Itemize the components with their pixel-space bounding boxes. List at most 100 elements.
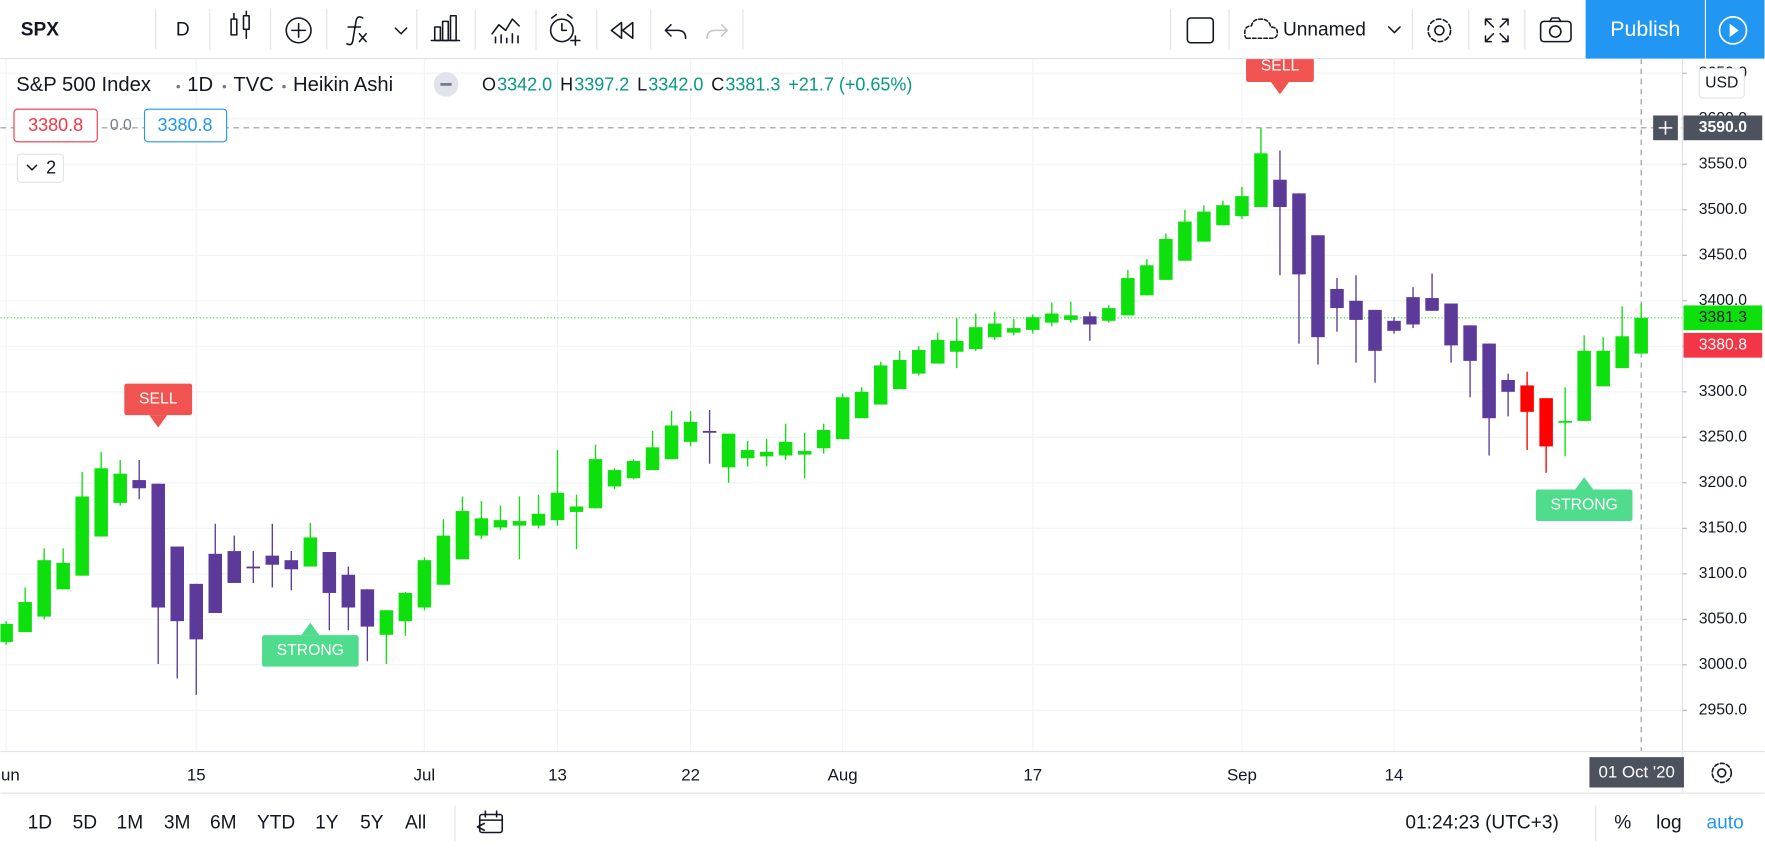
signal-pointer xyxy=(149,415,168,428)
range-button[interactable]: All xyxy=(405,813,426,834)
candle-body xyxy=(1178,221,1192,261)
candle-body xyxy=(702,430,717,433)
clock[interactable]: 01:24:23 (UTC+3) xyxy=(1405,813,1558,834)
log-toggle[interactable]: log xyxy=(1656,813,1682,834)
indicators-button[interactable] xyxy=(346,16,408,46)
snapshot-button[interactable] xyxy=(1539,17,1572,43)
redo-button[interactable] xyxy=(706,23,729,40)
candle-body xyxy=(1349,300,1363,320)
collapse-button[interactable]: 2 xyxy=(16,153,65,183)
range-button[interactable]: 5Y xyxy=(360,813,384,834)
indicator-templates-button[interactable] xyxy=(491,18,520,44)
candle-body xyxy=(1596,350,1610,387)
crosshair-date-label: 01 Oct '20 xyxy=(1599,762,1675,781)
legend-interval: 1D xyxy=(187,74,213,96)
cloud-icon[interactable] xyxy=(1243,18,1279,40)
currency-box[interactable] xyxy=(1698,68,1745,99)
goto-date-button[interactable] xyxy=(476,810,504,834)
candle-body xyxy=(664,425,679,460)
candle-body xyxy=(1615,336,1629,369)
ohlc-change: +21.7 (+0.65%) xyxy=(788,74,912,94)
range-button[interactable]: 5D xyxy=(73,813,97,834)
candle-body xyxy=(778,441,793,456)
alert-button[interactable] xyxy=(549,13,581,46)
candle-body xyxy=(1216,205,1230,226)
compare-button[interactable] xyxy=(285,17,312,44)
candle-body xyxy=(1558,420,1572,423)
y-tick-label: 3250.0 xyxy=(1699,428,1747,445)
candle-body xyxy=(455,511,470,560)
ohlc-legend: O 3342.0 H 3397.2 L 3342.0 C 3381.3 +21.7 (+0.65… xyxy=(482,74,912,94)
candle-body xyxy=(379,610,394,635)
candle-body xyxy=(227,551,242,583)
candle-body xyxy=(569,506,584,512)
currency[interactable]: USD xyxy=(1705,74,1738,91)
range-button[interactable]: YTD xyxy=(257,813,295,834)
layout-menu-chevron[interactable] xyxy=(1387,26,1401,34)
grid xyxy=(0,58,1683,752)
candle-body xyxy=(512,521,527,526)
publish-button[interactable] xyxy=(1585,0,1705,59)
hide-button[interactable] xyxy=(433,72,459,97)
chart-type-button[interactable] xyxy=(230,10,250,40)
y-tick-label: 3200.0 xyxy=(1699,474,1747,491)
range-button[interactable]: 1M xyxy=(117,813,144,834)
candle-body xyxy=(721,433,736,468)
indicator-box xyxy=(13,108,98,143)
candle-body xyxy=(835,397,850,440)
candle-body xyxy=(1311,235,1325,338)
axes: 2950.0 3000.0 3050.0 3100.0 3150.0 3200.0 3250… xyxy=(0,64,1747,784)
x-tick-label: 14 xyxy=(1385,766,1404,785)
publish-label[interactable]: Publish xyxy=(1610,17,1680,41)
candle-body xyxy=(1330,288,1344,309)
collapse-button-bg[interactable] xyxy=(16,153,65,183)
legend-chart-style: Heikin Ashi xyxy=(293,74,393,96)
range-button[interactable]: 3M xyxy=(164,813,191,834)
signal: STRONG xyxy=(1535,477,1633,522)
signal: SELL xyxy=(124,383,193,428)
candle-body xyxy=(531,513,546,526)
candle-body xyxy=(208,553,223,613)
candle-body xyxy=(56,562,70,590)
x-tick-label: Sep xyxy=(1227,766,1257,785)
undo-button[interactable] xyxy=(664,23,687,40)
last-price-box xyxy=(1683,305,1763,331)
range-button[interactable]: 6M xyxy=(210,813,237,834)
stream-icon[interactable] xyxy=(1729,23,1739,38)
crosshair-add-icon[interactable] xyxy=(1658,121,1673,135)
ohlc-value: 3342.0 xyxy=(648,74,703,94)
candle-body xyxy=(988,323,1002,338)
candle-body xyxy=(740,450,755,459)
collapsed-count[interactable]: 2 xyxy=(46,158,56,178)
indicator-value: 3380.8 xyxy=(157,115,212,135)
y-tick-label: 3550.0 xyxy=(1699,155,1747,172)
y-tick-label: 3450.0 xyxy=(1699,246,1747,263)
ohlc-value: 3397.2 xyxy=(574,74,629,94)
toolbar-bg xyxy=(0,0,1765,59)
candle-body xyxy=(398,592,413,622)
layout-name[interactable]: Unnamed xyxy=(1283,19,1366,40)
axis-settings-button[interactable] xyxy=(1711,762,1733,784)
stream-icon[interactable] xyxy=(1718,16,1748,45)
fullscreen-button[interactable] xyxy=(1484,18,1509,43)
candle-body xyxy=(1444,303,1458,346)
range-button[interactable]: 1D xyxy=(28,813,52,834)
percent-toggle[interactable]: % xyxy=(1614,813,1631,834)
candle-body xyxy=(1140,265,1154,296)
auto-toggle[interactable]: auto xyxy=(1707,813,1744,834)
candle-body xyxy=(892,359,907,390)
crosshair-price-box xyxy=(1683,115,1763,141)
y-tick-label: 3500.0 xyxy=(1699,201,1747,218)
candle-body xyxy=(360,589,375,627)
signal-box xyxy=(124,383,193,416)
settings-button[interactable] xyxy=(1427,18,1452,43)
chevron-icon[interactable] xyxy=(26,164,38,171)
symbol-search[interactable]: SPX xyxy=(21,19,59,40)
templates-button[interactable] xyxy=(430,14,461,42)
interval-button[interactable]: D xyxy=(176,19,190,40)
range-button[interactable]: 1Y xyxy=(315,813,339,834)
layout-button[interactable] xyxy=(1186,17,1215,44)
ohlc-value: 3381.3 xyxy=(725,74,780,94)
replay-button[interactable] xyxy=(610,21,634,40)
